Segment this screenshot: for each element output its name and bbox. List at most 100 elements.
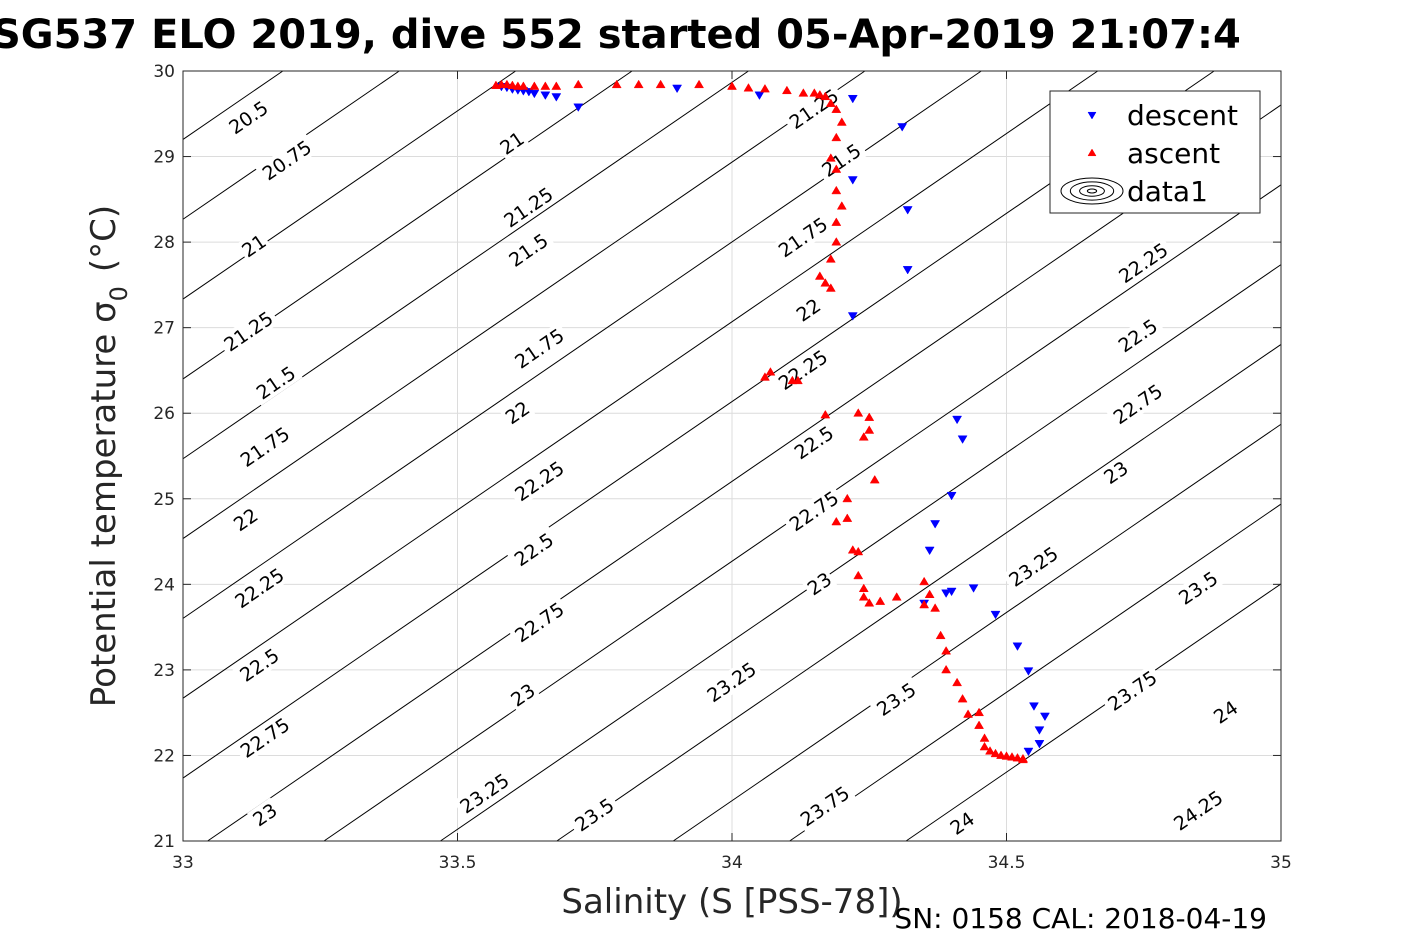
series-ascent	[490, 79, 1028, 764]
ascent-point	[919, 599, 930, 609]
ascent-point	[814, 89, 825, 99]
y-tick-label: 28	[153, 233, 175, 253]
ascent-point	[820, 278, 831, 287]
ascent-point	[853, 546, 864, 556]
contour-line	[182, 70, 866, 539]
legend-marker-descent	[1087, 111, 1097, 120]
contour-label-bg	[232, 641, 287, 688]
ascent-point	[963, 709, 974, 718]
ascent-point	[743, 83, 754, 92]
descent-point	[1029, 702, 1039, 711]
ascent-point	[760, 83, 770, 93]
ascent-point	[540, 81, 551, 90]
contour-line	[182, 70, 1098, 699]
y-tick-label: 30	[153, 62, 175, 82]
contour-label-bg	[233, 711, 297, 764]
contour-label-bg	[1110, 312, 1165, 359]
ascent-point	[919, 576, 930, 586]
ascent-point	[1018, 754, 1028, 764]
contour-label-bg	[869, 675, 923, 723]
contour-label-bg	[453, 766, 516, 820]
ascent-point	[633, 79, 644, 89]
legend: descent ascent data1	[1049, 90, 1261, 214]
ascent-point	[864, 425, 875, 434]
descent-point	[754, 91, 765, 100]
x-tick-label: 34	[721, 853, 743, 873]
ascent-point	[875, 596, 886, 605]
ascent-point	[760, 372, 770, 381]
descent-point	[847, 176, 858, 185]
ascent-point	[831, 217, 842, 226]
ascent-point	[864, 598, 875, 607]
contour-label-bg	[814, 136, 869, 184]
ascent-point	[825, 153, 836, 162]
contour-line	[905, 583, 1282, 842]
contour-line	[182, 70, 1215, 779]
contour-label-bg	[216, 304, 280, 358]
ascent-point	[727, 81, 737, 90]
descent-point	[968, 584, 979, 593]
contour-label-bg	[1171, 564, 1225, 611]
contour-label-bg	[227, 561, 291, 615]
contour-line	[182, 70, 516, 300]
legend-contour-icon	[1060, 177, 1124, 205]
ascent-point	[820, 409, 831, 419]
contour-label-bg	[1106, 377, 1170, 431]
legend-box	[1049, 90, 1261, 214]
y-axis-label: Potential temperature σ	[84, 301, 124, 707]
ascent-point	[836, 117, 847, 126]
legend-contour-icon	[1069, 181, 1115, 201]
contour-label-bg	[1097, 455, 1134, 490]
contour-label-bg	[1166, 783, 1230, 837]
ascent-point	[820, 91, 831, 101]
descent-point	[847, 312, 858, 321]
contour-label-bg	[233, 420, 297, 473]
y-tick-label: 27	[153, 319, 175, 339]
descent-point	[1023, 747, 1034, 757]
ascent-point	[611, 79, 622, 89]
ascent-point	[836, 201, 847, 210]
contour-label-bg	[771, 210, 835, 264]
ascent-point	[935, 630, 946, 640]
legend-entry-descent: descent	[1087, 99, 1238, 132]
ascent-point	[831, 164, 842, 173]
contour-label-bg	[505, 677, 541, 712]
ascent-point	[924, 589, 935, 598]
descent-point	[957, 435, 968, 444]
ascent-point	[831, 185, 842, 195]
contour-label-bg	[506, 526, 561, 573]
y-tick-label: 26	[153, 404, 175, 424]
ascent-point	[941, 646, 952, 655]
ascent-point	[573, 79, 584, 89]
contour-label-bg	[248, 359, 303, 406]
y-tick-label: 21	[153, 832, 175, 852]
descent-point	[902, 206, 913, 215]
ascent-point	[825, 283, 836, 292]
contour-label-bg	[221, 94, 276, 141]
ascent-point	[1012, 753, 1023, 762]
contour-label-bg	[700, 655, 763, 709]
y-axis-label-sub: 0	[105, 286, 133, 301]
contour-label-bg	[507, 321, 571, 375]
ascent-point	[952, 677, 963, 687]
contour-label-bg	[944, 806, 980, 841]
chart-title: SG537 ELO 2019, dive 552 started 05-Apr-…	[0, 12, 1241, 58]
ascent-point	[930, 603, 941, 612]
contour-label-bg	[790, 292, 827, 327]
legend-entry-data1: data1	[1060, 175, 1208, 208]
contour-line	[207, 104, 1282, 842]
contour-label-bg	[782, 82, 846, 135]
y-axis-label-text: Potential temperature σ0 (°C)	[84, 205, 133, 707]
descent-point	[1012, 642, 1023, 651]
contour-label-bg	[793, 779, 857, 833]
ascent-point	[842, 513, 853, 522]
contour-line	[672, 423, 1282, 842]
ascent-point	[792, 375, 803, 385]
contour-label-bg	[494, 125, 530, 160]
ascent-point	[825, 98, 836, 107]
data-series	[490, 79, 1050, 764]
contour-label-bg	[1111, 236, 1175, 289]
ascent-point	[798, 88, 809, 97]
ascent-point	[765, 367, 776, 376]
contour-line	[556, 344, 1282, 842]
